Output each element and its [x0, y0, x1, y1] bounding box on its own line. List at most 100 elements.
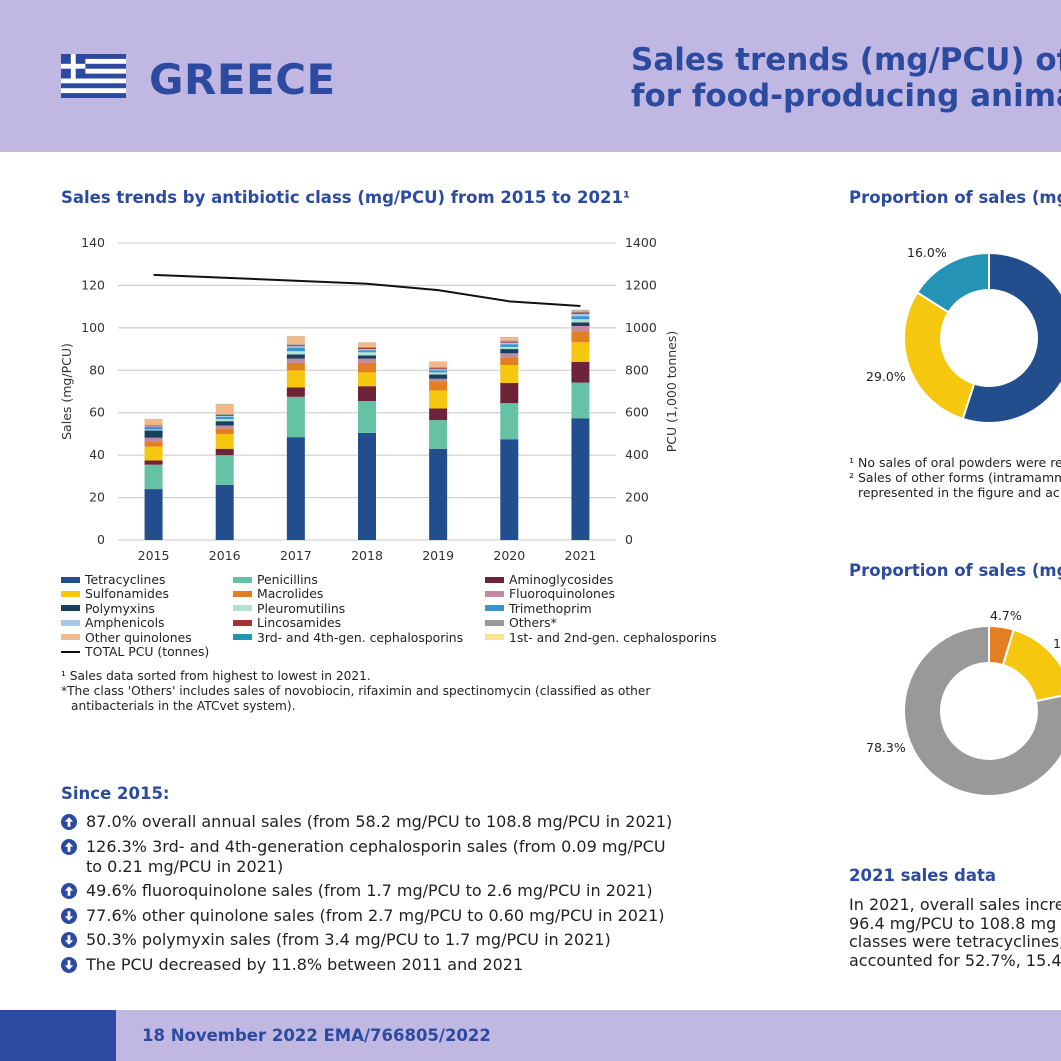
- legend-item: Pleuromutilins: [233, 600, 346, 616]
- bar-segment: [500, 383, 519, 404]
- para-line-4: accounted for 52.7%, 15.4: [849, 950, 1061, 970]
- bar-segment: [429, 368, 448, 370]
- donut-slice: [1001, 628, 1061, 703]
- bar-segment: [358, 355, 376, 359]
- y2-tick-label: 800: [625, 362, 649, 377]
- bar-segment: [500, 403, 519, 440]
- bar-segment: [144, 425, 163, 427]
- bar-segment: [358, 349, 376, 351]
- arrow-down-circle-icon: [61, 932, 77, 948]
- since-title: Since 2015:: [61, 784, 170, 803]
- legend-swatch: [61, 605, 80, 612]
- footer-date-reference: 18 November 2022 EMA/766805/2022: [142, 1026, 491, 1045]
- donut-slice: [904, 291, 976, 421]
- bar-segment: [215, 433, 234, 449]
- bar-segment: [215, 419, 234, 422]
- bar-segment: [500, 344, 519, 347]
- legend-swatch: [233, 619, 252, 626]
- since-item: 49.6% fluoroquinolone sales (from 1.7 mg…: [61, 881, 701, 901]
- greece-flag-icon: [61, 54, 126, 98]
- legend-swatch: [61, 619, 80, 626]
- legend-label: 1st- and 2nd-gen. cephalosporins: [509, 629, 717, 645]
- footnote-others: *The class 'Others' includes sales of no…: [61, 684, 651, 698]
- legend-label: Fluoroquinolones: [509, 586, 615, 602]
- bar-segment: [571, 311, 590, 313]
- since-list: 87.0% overall annual sales (from 58.2 mg…: [61, 812, 701, 979]
- legend-label: TOTAL PCU (tonnes): [85, 644, 210, 659]
- bar-segment: [286, 346, 305, 349]
- legend-swatch: [61, 634, 80, 641]
- legend-swatch: [233, 605, 252, 612]
- bar-segment: [500, 346, 519, 350]
- legend-swatch: [485, 590, 504, 597]
- y2-tick-label: 200: [625, 490, 649, 505]
- bar-segment: [500, 340, 519, 342]
- bar-segment: [429, 420, 448, 449]
- donut-2-label-cut: 1: [1053, 636, 1061, 651]
- y2-tick-label: 600: [625, 405, 649, 420]
- bar-segment: [500, 342, 519, 345]
- legend-item: 3rd- and 4th-gen. cephalosporins: [233, 629, 464, 645]
- y2-tick-label: 1200: [625, 277, 657, 292]
- bar-segment: [144, 464, 163, 490]
- legend-label: Pleuromutilins: [257, 600, 346, 616]
- bar-segment: [358, 350, 376, 353]
- bar-segment: [144, 419, 163, 426]
- right-note-1: ¹ No sales of oral powders were re: [849, 455, 1061, 470]
- legend-item: Others*: [485, 616, 557, 630]
- legend-item: Lincosamides: [233, 616, 341, 630]
- bar-segment: [215, 415, 234, 417]
- legend-label: Others*: [509, 615, 557, 631]
- right-note-2-cont: represented in the figure and ac: [858, 485, 1060, 500]
- since-item-text-cont: to 0.21 mg/PCU in 2021): [86, 856, 284, 876]
- bar-segment: [215, 455, 234, 485]
- legend-item: Sulfonamides: [61, 587, 169, 601]
- arrow-down-circle-icon: [61, 907, 77, 924]
- bar-segment: [429, 448, 448, 540]
- footnote-sorted: ¹ Sales data sorted from highest to lowe…: [61, 669, 371, 683]
- bar-segment: [286, 345, 305, 347]
- bar-segment: [286, 351, 305, 355]
- bar-segment: [144, 446, 163, 461]
- since-item: The PCU decreased by 11.8% between 2011 …: [61, 955, 701, 975]
- legend-label: Macrolides: [257, 586, 324, 602]
- donut-slice: [904, 626, 1061, 796]
- bar-segment: [286, 358, 305, 363]
- legend-label: 3rd- and 4th-gen. cephalosporins: [257, 629, 464, 645]
- bar-segment: [429, 367, 448, 369]
- bar-segment: [500, 349, 519, 354]
- bar-segment: [286, 387, 305, 397]
- bar-segment: [215, 421, 234, 426]
- bar-segment: [286, 354, 305, 359]
- bar-segment: [429, 390, 448, 409]
- stacked-bar-chart: 0 0 20 200 40 400 60 600 80 800 100 1000 120 1200 140 1…: [59, 235, 679, 563]
- pcu-line: [153, 273, 581, 308]
- since-item: 87.0% overall annual sales (from 58.2 mg…: [61, 812, 701, 832]
- legend-label: Sulfonamides: [85, 586, 170, 602]
- bar-segment: [215, 414, 234, 416]
- donut-chart-2: [904, 626, 1061, 796]
- bar-segment: [358, 346, 376, 349]
- bar-segment: [358, 358, 376, 363]
- y-tick-label: 120: [81, 277, 105, 292]
- bar-segment: [144, 441, 163, 447]
- legend-swatch: [485, 619, 504, 626]
- bar-segment: [571, 322, 590, 326]
- bar-segment: [500, 337, 519, 341]
- legend-label: Amphenicols: [85, 615, 165, 631]
- bar-segment: [500, 364, 519, 384]
- since-item-text: 87.0% overall annual sales (from 58.2 mg…: [86, 812, 673, 831]
- bar-segment: [500, 353, 519, 358]
- since-item: 126.3% 3rd- and 4th-generation cephalosp…: [61, 837, 701, 877]
- bar-segment: [358, 432, 376, 540]
- legend-label: Tetracyclines: [85, 572, 166, 587]
- since-item-text: The PCU decreased by 11.8% between 2011 …: [86, 954, 524, 974]
- since-item-text: 126.3% 3rd- and 4th-generation cephalosp…: [86, 836, 666, 856]
- bar-segment: [500, 341, 519, 343]
- bar-segment: [144, 425, 163, 426]
- y-tick-label: 20: [89, 490, 105, 505]
- y-tick-label: 100: [81, 320, 105, 335]
- bar-segment: [358, 362, 376, 373]
- country-name: GREECE: [149, 55, 336, 104]
- legend-item: Fluoroquinolones: [485, 587, 615, 601]
